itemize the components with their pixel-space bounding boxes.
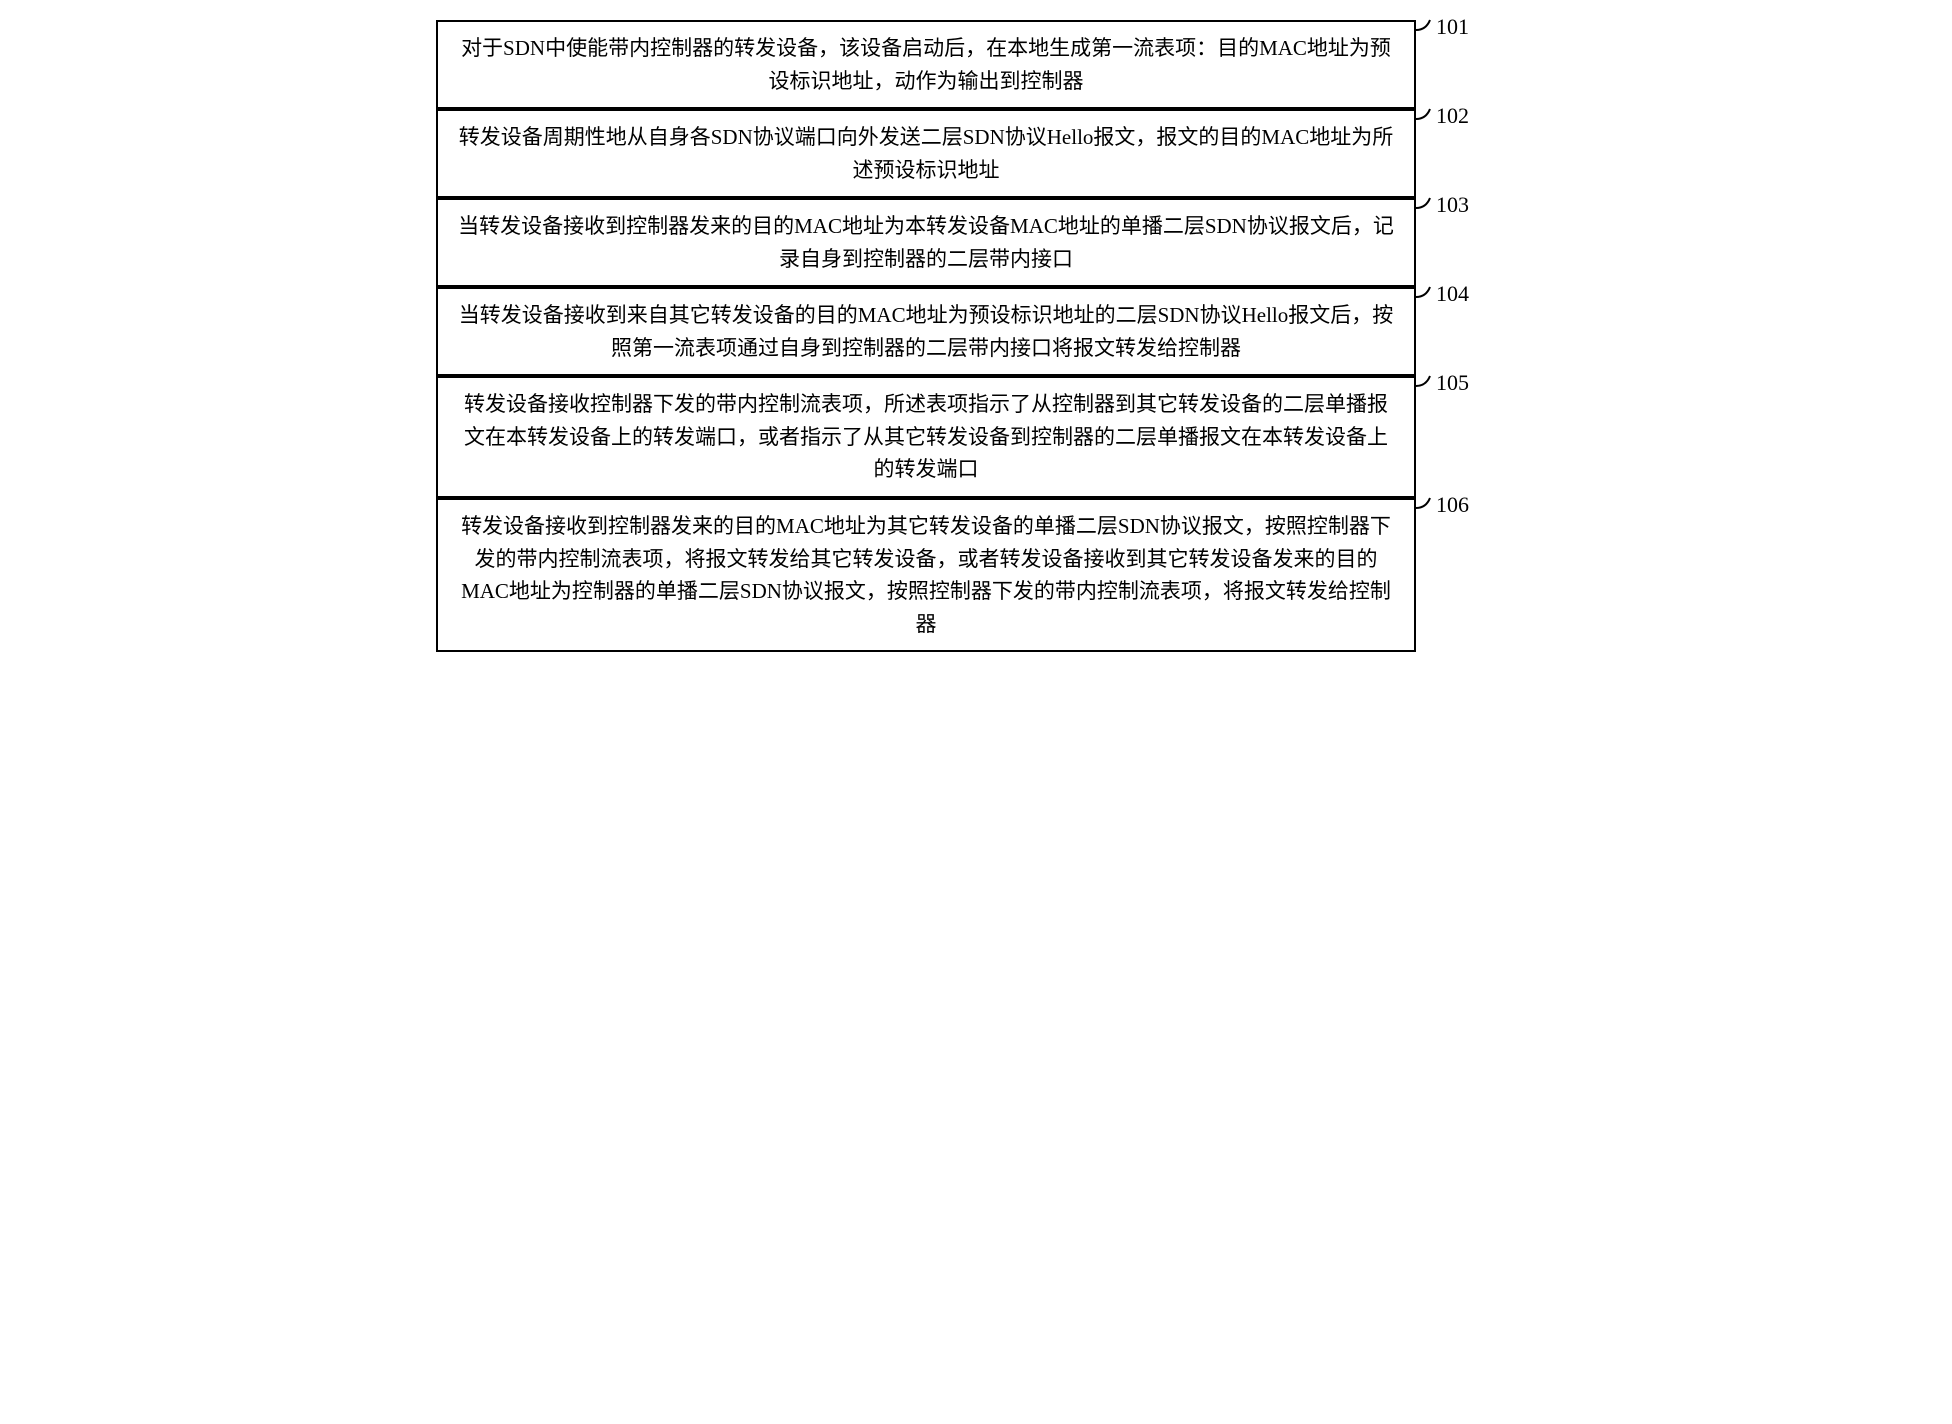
step-box-102: 转发设备周期性地从自身各SDN协议端口向外发送二层SDN协议Hello报文，报文…: [436, 109, 1416, 198]
step-label: 101: [1436, 14, 1469, 40]
step-row-101: 对于SDN中使能带内控制器的转发设备，该设备启动后，在本地生成第一流表项：目的M…: [436, 20, 1516, 109]
step-text: 转发设备接收控制器下发的带内控制流表项，所述表项指示了从控制器到其它转发设备的二…: [464, 392, 1388, 481]
step-box-103: 当转发设备接收到控制器发来的目的MAC地址为本转发设备MAC地址的单播二层SDN…: [436, 198, 1416, 287]
step-label: 105: [1436, 370, 1469, 396]
step-box-101: 对于SDN中使能带内控制器的转发设备，该设备启动后，在本地生成第一流表项：目的M…: [436, 20, 1416, 109]
step-row-102: 转发设备周期性地从自身各SDN协议端口向外发送二层SDN协议Hello报文，报文…: [436, 109, 1516, 198]
step-label: 103: [1436, 192, 1469, 218]
step-text: 转发设备接收到控制器发来的目的MAC地址为其它转发设备的单播二层SDN协议报文，…: [461, 514, 1391, 636]
step-label: 106: [1436, 492, 1469, 518]
step-row-104: 当转发设备接收到来自其它转发设备的目的MAC地址为预设标识地址的二层SDN协议H…: [436, 287, 1516, 376]
step-row-105: 转发设备接收控制器下发的带内控制流表项，所述表项指示了从控制器到其它转发设备的二…: [436, 376, 1516, 498]
step-label: 102: [1436, 103, 1469, 129]
step-box-104: 当转发设备接收到来自其它转发设备的目的MAC地址为预设标识地址的二层SDN协议H…: [436, 287, 1416, 376]
step-row-103: 当转发设备接收到控制器发来的目的MAC地址为本转发设备MAC地址的单播二层SDN…: [436, 198, 1516, 287]
flowchart-container: 对于SDN中使能带内控制器的转发设备，该设备启动后，在本地生成第一流表项：目的M…: [436, 20, 1516, 652]
step-text: 当转发设备接收到控制器发来的目的MAC地址为本转发设备MAC地址的单播二层SDN…: [458, 214, 1394, 271]
step-text: 转发设备周期性地从自身各SDN协议端口向外发送二层SDN协议Hello报文，报文…: [459, 125, 1394, 182]
step-text: 当转发设备接收到来自其它转发设备的目的MAC地址为预设标识地址的二层SDN协议H…: [459, 303, 1394, 360]
step-text: 对于SDN中使能带内控制器的转发设备，该设备启动后，在本地生成第一流表项：目的M…: [461, 36, 1391, 93]
step-box-106: 转发设备接收到控制器发来的目的MAC地址为其它转发设备的单播二层SDN协议报文，…: [436, 498, 1416, 652]
step-label: 104: [1436, 281, 1469, 307]
step-box-105: 转发设备接收控制器下发的带内控制流表项，所述表项指示了从控制器到其它转发设备的二…: [436, 376, 1416, 498]
step-row-106: 转发设备接收到控制器发来的目的MAC地址为其它转发设备的单播二层SDN协议报文，…: [436, 498, 1516, 652]
